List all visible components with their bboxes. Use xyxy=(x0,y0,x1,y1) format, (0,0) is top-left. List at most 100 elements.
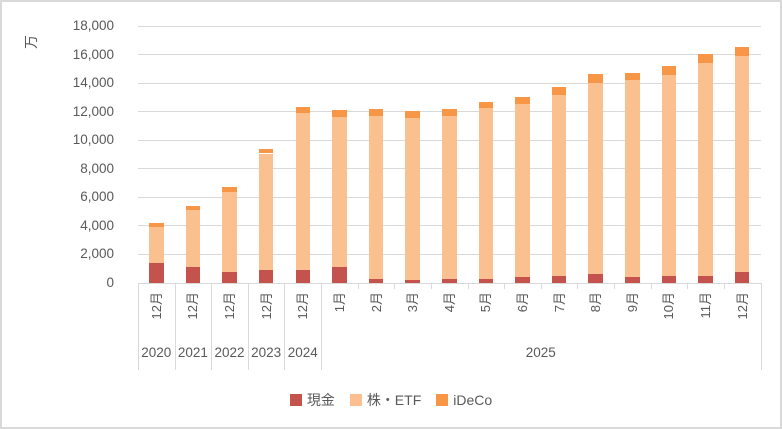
y-axis-tick-label: 18,000 xyxy=(72,18,114,33)
legend-label: 株・ETF xyxy=(366,392,422,408)
bar-segment-iDeCo xyxy=(185,205,201,210)
bar-segment-現金 xyxy=(295,270,311,283)
x-axis-year-label: 2024 xyxy=(287,345,318,360)
axis-tick xyxy=(504,283,506,289)
x-axis-category-label: 10月 xyxy=(661,292,677,320)
bar-segment-株・ETF xyxy=(295,112,311,271)
axis-tick xyxy=(687,283,689,289)
bar-segment-株・ETF xyxy=(368,116,384,280)
legend: 現金 株・ETF iDeCo xyxy=(2,390,780,410)
bar-segment-現金 xyxy=(185,266,201,283)
bar-segment-iDeCo xyxy=(478,101,494,109)
x-axis-category-label: 3月 xyxy=(405,292,421,313)
category-separator-line xyxy=(321,283,323,370)
y-axis-tick-label: 4,000 xyxy=(80,217,114,233)
bar-segment-iDeCo xyxy=(332,110,347,118)
bar-segment-株・ETF xyxy=(185,209,201,267)
bar-segment-現金 xyxy=(258,270,274,283)
bar-segment-iDeCo xyxy=(442,108,457,117)
bar-segment-現金 xyxy=(442,278,457,283)
bar-segment-iDeCo xyxy=(222,187,237,192)
bar-segment-iDeCo xyxy=(588,74,603,84)
category-separator-line xyxy=(284,283,286,370)
bar-segment-iDeCo xyxy=(149,222,164,227)
x-axis-category-label: 12月 xyxy=(148,292,164,320)
legend-swatch xyxy=(289,394,302,406)
y-axis-tick-label: 10,000 xyxy=(72,132,114,148)
x-axis-category-label: 9月 xyxy=(624,292,640,313)
legend-item: iDeCo xyxy=(436,393,492,407)
x-axis-line xyxy=(138,283,761,284)
x-axis-category-label: 12月 xyxy=(258,292,274,320)
x-axis-category-label: 7月 xyxy=(551,292,567,313)
bar-segment-現金 xyxy=(661,275,677,283)
bar-segment-iDeCo xyxy=(258,148,274,154)
axis-tick xyxy=(430,283,432,289)
bar-segment-株・ETF xyxy=(661,75,677,276)
bar-segment-現金 xyxy=(478,279,494,283)
x-axis-year-label: 2020 xyxy=(141,345,172,360)
bar-segment-株・ETF xyxy=(478,108,494,280)
y-axis-tick-label: 2,000 xyxy=(80,246,114,262)
x-axis-category-label: 4月 xyxy=(441,292,457,313)
bar-segment-現金 xyxy=(405,279,420,283)
bar-segment-iDeCo xyxy=(368,108,384,117)
axis-tick xyxy=(650,283,652,289)
bar-segment-iDeCo xyxy=(625,72,640,81)
x-axis-year-label: 2025 xyxy=(525,345,556,360)
category-separator-line xyxy=(760,283,762,370)
legend-label: iDeCo xyxy=(453,392,493,408)
bar-segment-現金 xyxy=(222,271,237,283)
axis-tick xyxy=(577,283,579,289)
y-axis-tick-label: 0 xyxy=(106,275,114,290)
y-axis-tick-label: 8,000 xyxy=(80,160,114,176)
axis-tick xyxy=(540,283,542,289)
bar-segment-株・ETF xyxy=(515,103,530,277)
gridline xyxy=(138,25,761,27)
bar-segment-株・ETF xyxy=(149,226,164,263)
x-axis-category-label: 12月 xyxy=(295,292,311,320)
legend-item: 株・ETF xyxy=(349,392,422,408)
category-separator-line xyxy=(174,283,176,370)
bar-segment-現金 xyxy=(734,272,750,283)
category-separator-line xyxy=(138,283,139,370)
x-axis-category-label: 6月 xyxy=(514,292,530,313)
axis-tick xyxy=(614,283,616,289)
x-axis-category-label: 12月 xyxy=(222,292,238,320)
bar-segment-現金 xyxy=(332,266,347,283)
bar-segment-株・ETF xyxy=(734,55,750,273)
bar-segment-現金 xyxy=(551,275,567,283)
x-axis-year-label: 2021 xyxy=(177,345,208,360)
x-axis-category-label: 11月 xyxy=(698,292,714,319)
bar-segment-現金 xyxy=(588,274,603,283)
bar-segment-iDeCo xyxy=(734,46,750,56)
legend-swatch xyxy=(349,394,362,406)
bar-segment-現金 xyxy=(698,275,713,283)
bar-segment-iDeCo xyxy=(405,110,420,118)
legend-item: 現金 xyxy=(289,392,335,408)
x-axis-category-label: 2月 xyxy=(368,292,384,313)
y-axis-tick-label: 6,000 xyxy=(80,189,114,205)
bar-segment-現金 xyxy=(625,276,640,283)
x-axis-category-label: 8月 xyxy=(588,292,604,313)
gridline xyxy=(138,82,761,84)
axis-tick xyxy=(357,283,359,289)
y-axis-tick-label: 14,000 xyxy=(72,75,114,91)
bar-segment-株・ETF xyxy=(258,153,274,271)
x-axis-category-label: 12月 xyxy=(185,292,201,320)
x-axis-category-label: 1月 xyxy=(331,292,347,313)
y-axis-tick-label: 16,000 xyxy=(72,46,114,62)
bar-segment-株・ETF xyxy=(698,62,713,276)
bar-segment-株・ETF xyxy=(405,117,420,280)
y-axis-tick-label: 12,000 xyxy=(72,103,114,119)
bar-segment-現金 xyxy=(515,276,530,283)
bar-segment-株・ETF xyxy=(442,116,457,279)
category-separator-line xyxy=(247,283,249,370)
category-separator-line xyxy=(211,283,213,370)
bar-segment-株・ETF xyxy=(222,191,237,272)
bar-segment-iDeCo xyxy=(661,65,677,76)
legend-label: 現金 xyxy=(306,392,335,408)
bar-segment-iDeCo xyxy=(515,96,530,104)
x-axis-category-label: 5月 xyxy=(478,292,494,313)
